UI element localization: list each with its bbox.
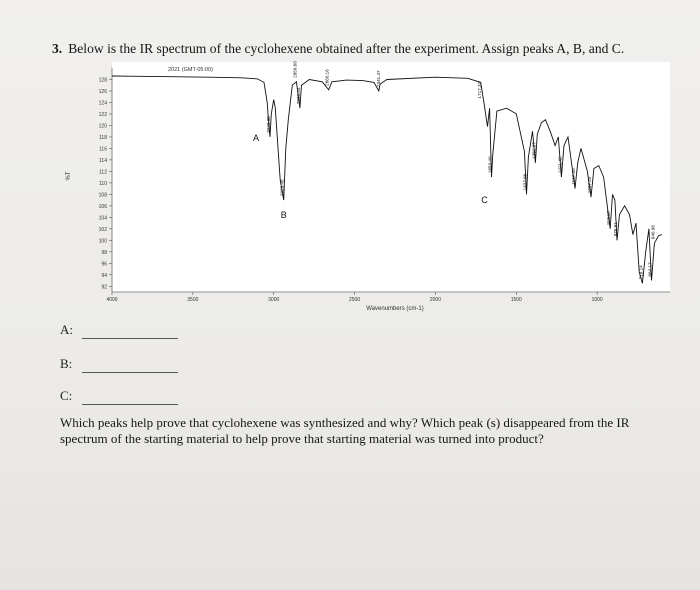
peak-label: 2928.48	[280, 179, 285, 196]
answer-b-row: B:	[60, 356, 178, 378]
peak-label: 640.98	[650, 225, 655, 239]
answer-c-blank[interactable]	[82, 404, 178, 405]
spectrum-line	[111, 75, 662, 284]
peak-label: 1653.40	[488, 156, 493, 173]
question-prompt: 3. Below is the IR spectrum of the cycloh…	[52, 41, 672, 57]
peak-label: 2838.44	[296, 87, 301, 104]
x-tick-label: 3000	[268, 297, 279, 303]
question-number: 3.	[52, 41, 63, 56]
y-tick-label: 112	[99, 169, 107, 175]
question-text: Below is the IR spectrum of the cyclohex…	[68, 41, 625, 56]
y-tick-label: 118	[99, 135, 107, 141]
x-tick-label: 1500	[511, 297, 522, 303]
peak-label: 1221.42	[557, 156, 562, 173]
x-axis-label: Wavenumbers (cm-1)	[366, 306, 423, 312]
answer-a-blank[interactable]	[82, 338, 178, 339]
plot-top-margin	[112, 62, 670, 68]
peak-label: 718.14	[638, 265, 643, 279]
ir-spectrum-chart: 128 126 124 122 120 118 116 114 112 110 108 106 104 1…	[66, 61, 670, 312]
y-tick-label: 120	[99, 123, 108, 129]
peak-label: 3023.38	[266, 116, 271, 133]
answer-a-label: A:	[60, 322, 73, 337]
answer-a-row: A:	[60, 322, 178, 344]
y-tick-label: 98	[101, 250, 107, 256]
y-tick-label: 128	[99, 77, 108, 83]
y-tick-label: 108	[99, 192, 108, 198]
peak-label: 2859.68	[292, 61, 297, 78]
peak-label: 1137.55	[571, 168, 576, 185]
y-tick-label: 116	[99, 146, 107, 152]
followup-question: Which peaks help prove that cyclohexene …	[60, 415, 630, 446]
peak-label: 2341.47	[376, 70, 381, 87]
y-tick-label: 102	[99, 227, 108, 233]
peak-annotation: C	[481, 195, 488, 205]
peak-label: 1437.86	[522, 173, 527, 190]
y-tick-label: 122	[99, 112, 108, 118]
y-tick-label: 110	[99, 181, 107, 187]
peak-label: 1037.20	[587, 176, 592, 193]
x-tick-label: 2000	[430, 297, 441, 303]
y-tick-label: 104	[99, 215, 108, 221]
peak-label: 918.87	[606, 210, 611, 224]
y-tick-label: 114	[99, 158, 107, 164]
y-tick-label: 94	[101, 273, 107, 279]
x-tick-label: 4000	[106, 297, 117, 303]
y-axis-label: %T	[66, 171, 72, 180]
answer-c-label: C:	[60, 388, 73, 403]
x-tick-label: 1000	[592, 297, 603, 303]
answer-c-row: C:	[60, 388, 178, 410]
y-tick-label: 124	[99, 100, 108, 106]
y-tick-label: 106	[99, 204, 108, 210]
chart-header-text: 2021 (GMT-05:00)	[168, 67, 213, 73]
plot-area	[111, 65, 670, 293]
y-tick-label: 96	[101, 261, 107, 267]
y-tick-label: 92	[101, 284, 107, 290]
peak-label: 2660.16	[325, 69, 330, 86]
x-tick-label: 3500	[187, 297, 198, 303]
answer-b-blank[interactable]	[82, 372, 178, 373]
peak-label: 876.81	[613, 222, 618, 236]
peak-annotation: A	[253, 133, 259, 143]
peak-annotation: B	[281, 210, 287, 220]
answer-b-label: B:	[60, 356, 73, 371]
y-tick-label: 126	[99, 89, 108, 95]
peak-label: 664.17	[648, 262, 653, 276]
peak-label: 1382.87	[531, 142, 536, 159]
y-tick-label: 100	[99, 238, 108, 244]
x-tick-label: 2500	[349, 297, 360, 303]
peak-label: 1717.32	[477, 81, 482, 98]
